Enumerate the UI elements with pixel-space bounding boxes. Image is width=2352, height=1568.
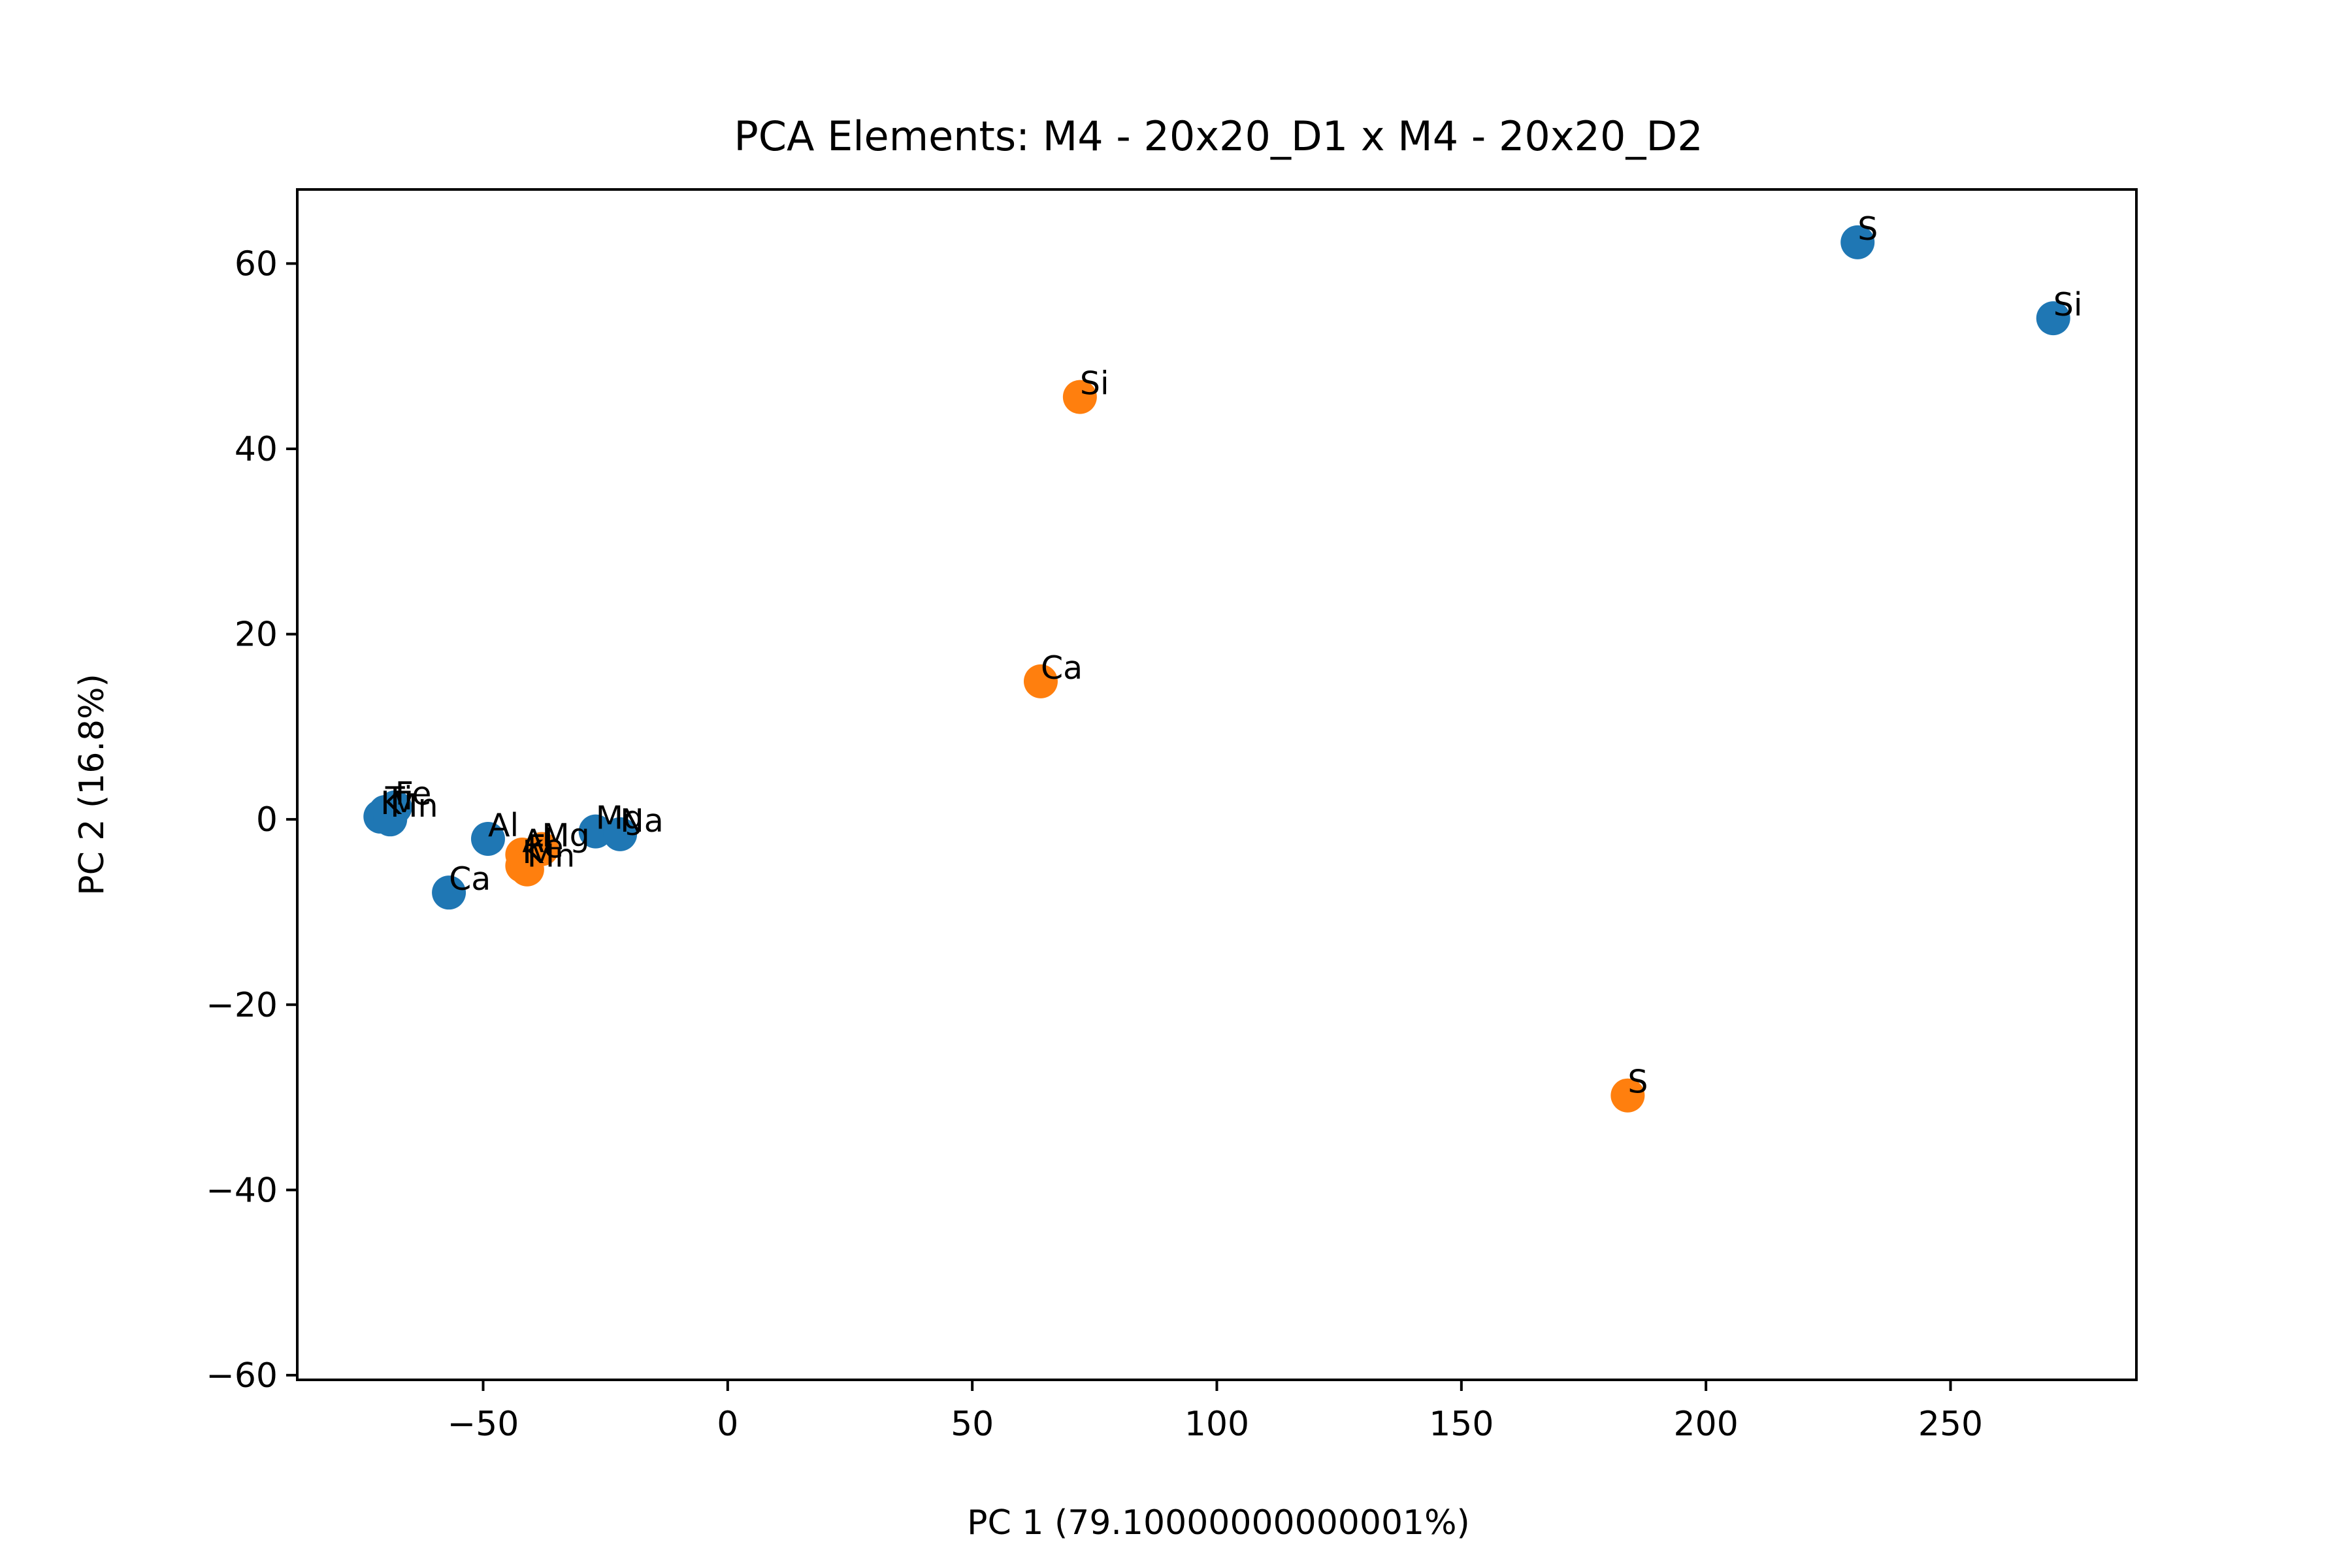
y-tick-label: 40 [235, 430, 278, 469]
scatter-point [432, 875, 466, 910]
scatter-point [1840, 225, 1875, 259]
point-label: S [1627, 1064, 1648, 1101]
y-tick-label: 20 [235, 615, 278, 655]
scatter-point [2036, 301, 2070, 336]
point-label: Ca [1041, 649, 1083, 687]
x-tick-label: 200 [1674, 1405, 1739, 1444]
y-axis-label: PC 2 (16.8%) [73, 674, 112, 896]
point-label: Al [488, 807, 519, 844]
point-label: Mg [596, 800, 644, 837]
point-label: Fe [527, 828, 564, 866]
point-label: Ti [385, 780, 413, 817]
x-tick-label: 150 [1429, 1405, 1494, 1444]
scatter-point [603, 817, 638, 851]
point-label: Mg [542, 817, 589, 855]
scatter-point [510, 852, 544, 887]
point-label: Na [620, 802, 664, 840]
scatter-point [470, 821, 505, 856]
x-tick-label: 250 [1918, 1405, 1983, 1444]
scatter-point [1062, 380, 1097, 414]
y-tick-label: 60 [235, 244, 278, 284]
scatter-point [1610, 1078, 1645, 1113]
chart-title: PCA Elements: M4 - 20x20_D1 x M4 - 20x20… [734, 112, 1703, 160]
x-tick-label: 0 [717, 1405, 738, 1444]
point-label: K [380, 785, 402, 822]
x-tick-label: −50 [448, 1405, 519, 1444]
y-tick-label: −60 [206, 1356, 278, 1396]
y-tick-label: −20 [206, 986, 278, 1025]
point-label: Ca [449, 860, 491, 898]
plot-frame [296, 188, 2138, 1381]
point-label: Mn [527, 838, 575, 875]
point-label: K [522, 834, 544, 871]
x-tick-label: 100 [1184, 1405, 1249, 1444]
point-label: Si [2053, 286, 2083, 323]
point-label: S [1857, 210, 1878, 248]
scatter-point [373, 802, 408, 837]
x-axis-label: PC 1 (79.10000000000001%) [967, 1503, 1470, 1543]
scatter-point [1023, 664, 1058, 698]
y-tick-label: 0 [256, 800, 278, 840]
x-axis-ticks: −50 0 50 100 150 200 250 [448, 1380, 1983, 1444]
point-label: Al [522, 823, 553, 860]
y-tick-label: −40 [206, 1171, 278, 1210]
point-label: Si [1080, 365, 1109, 402]
y-axis-ticks: −60 −40 −20 0 20 40 60 [206, 244, 297, 1396]
point-label: Mn [390, 787, 438, 825]
point-label: Fe [395, 776, 432, 813]
x-tick-label: 50 [951, 1405, 994, 1444]
